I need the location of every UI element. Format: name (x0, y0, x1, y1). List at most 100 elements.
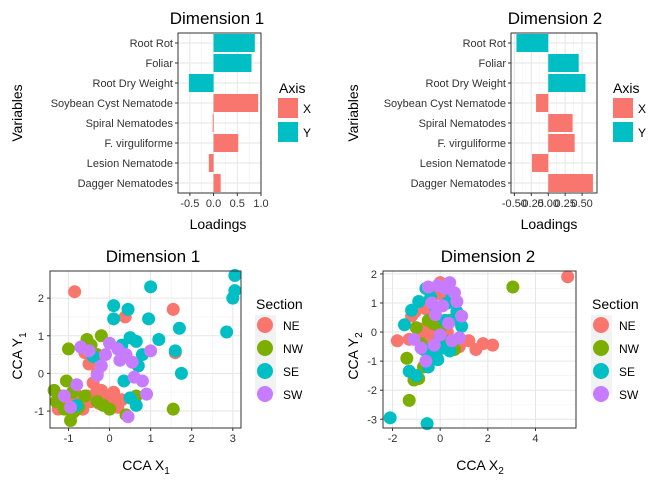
y-tick-label: Root Rot (130, 38, 173, 50)
point-sw (127, 370, 141, 384)
y-tick-label: Soybean Cyst Nematode (51, 98, 173, 110)
legend-label-x: X (303, 102, 311, 116)
panel-scatter-dimension-1: Dimension 1 CCA Y1 CCA X1 Section NE NW … (9, 247, 304, 477)
bar (213, 94, 259, 112)
y-tick-label: F. virguliforme (105, 138, 173, 150)
y-tick-label: F. virguliforme (438, 138, 506, 150)
point-sw (144, 344, 158, 358)
point-sw (421, 280, 435, 294)
legend-key-nw (257, 340, 273, 356)
legend: Axis X Y (613, 80, 646, 142)
bar (548, 54, 579, 72)
x-axis-title: Loadings (190, 216, 247, 232)
legend-title: Axis (613, 80, 639, 96)
x-tick-label: 0.50 (571, 198, 592, 210)
point-se (121, 302, 135, 316)
point-nw (94, 329, 108, 343)
legend-swatch-y (278, 122, 298, 142)
y-tick-label: 0 (38, 368, 44, 380)
y-tick-label: Lesion Nematode (87, 158, 173, 170)
y-tick-label: 1 (371, 298, 377, 310)
point-nw (78, 389, 92, 403)
legend-key-ne (593, 317, 609, 333)
y-axis-title: Variables (9, 84, 25, 141)
bar (516, 34, 549, 52)
x-tick-label: -1 (64, 433, 74, 445)
point-sw (57, 389, 71, 403)
x-tick-label: 1.0 (253, 198, 268, 210)
point-sw (427, 338, 441, 352)
y-axis-title: CCA Y1 (9, 332, 29, 380)
y-tick-label: -1 (34, 406, 44, 418)
panel-scatter-dimension-2: Dimension 2 CCA Y2 CCA X2 Section NE NW … (345, 247, 640, 477)
point-se (455, 319, 469, 333)
y-axis-title-main: CCA Y (345, 337, 361, 379)
point-sw (98, 348, 112, 362)
bar (548, 174, 593, 192)
chart-title: Dimension 1 (106, 247, 201, 266)
point-sw (140, 387, 154, 401)
legend: Section NE NW SE SW (591, 296, 640, 402)
point-se (397, 318, 411, 332)
point-sw (436, 299, 450, 313)
point-sw (70, 378, 84, 392)
bar (188, 74, 214, 92)
point-sw (125, 355, 139, 369)
point-sw (428, 308, 442, 322)
scatter-plot-1: -1 0 1 2 3 -1 0 1 2 (34, 269, 242, 445)
point-se (405, 303, 419, 317)
y-tick-label: Root Rot (463, 38, 506, 50)
y-tick-label: 2 (371, 269, 377, 281)
panel-bar-dimension-2: Dimension 2 Variables Loadings Axis X Y (345, 9, 646, 232)
point-nw (90, 395, 104, 409)
y-tick-label: Root Dry Weight (426, 78, 507, 90)
point-sw (94, 359, 108, 373)
point-sw (121, 410, 135, 424)
x-tick-label: -2 (388, 433, 398, 445)
y-tick-label: -1 (367, 356, 377, 368)
point-se (412, 295, 426, 309)
point-nw (59, 374, 73, 388)
x-tick-label: -0.5 (180, 198, 199, 210)
point-sw (433, 328, 447, 342)
legend-key-ne (257, 317, 273, 333)
x-tick-label: -0.25 (519, 198, 544, 210)
x-tick-label: 0.25 (554, 198, 575, 210)
point-se (142, 312, 156, 326)
y-tick-label: -3 (367, 414, 377, 426)
x-tick-label: 0.0 (206, 198, 221, 210)
y-axis-title-sub: 1 (18, 332, 29, 338)
point-ne (476, 337, 490, 351)
bar (212, 114, 214, 132)
point-se (431, 353, 445, 367)
point-se (107, 299, 121, 313)
x-axis-title: Loadings (521, 216, 578, 232)
point-nw (400, 351, 414, 365)
point-se (409, 369, 423, 383)
y-axis-title: CCA Y2 (345, 332, 365, 380)
point-nw (166, 402, 180, 416)
point-se (220, 325, 234, 339)
point-nw (506, 280, 520, 294)
legend-label-ne: NE (619, 319, 636, 333)
point-ne (68, 285, 82, 299)
point-se (228, 269, 242, 283)
point-sw (442, 316, 456, 330)
point-se (107, 312, 121, 326)
x-axis-title-main: CCA X (456, 457, 499, 473)
point-sw (419, 354, 433, 368)
point-se (117, 374, 131, 388)
point-se (228, 284, 242, 298)
bar (548, 74, 586, 92)
point-nw (103, 402, 117, 416)
y-tick-label: 0 (371, 327, 377, 339)
point-sw (443, 276, 457, 290)
plot-border (177, 32, 262, 194)
legend-swatch-x (613, 98, 633, 118)
legend-title: Section (256, 296, 303, 312)
point-ne (390, 334, 404, 348)
point-sw (64, 400, 78, 414)
bar (208, 154, 214, 172)
point-se (123, 331, 137, 345)
y-tick-label: 2 (38, 293, 44, 305)
